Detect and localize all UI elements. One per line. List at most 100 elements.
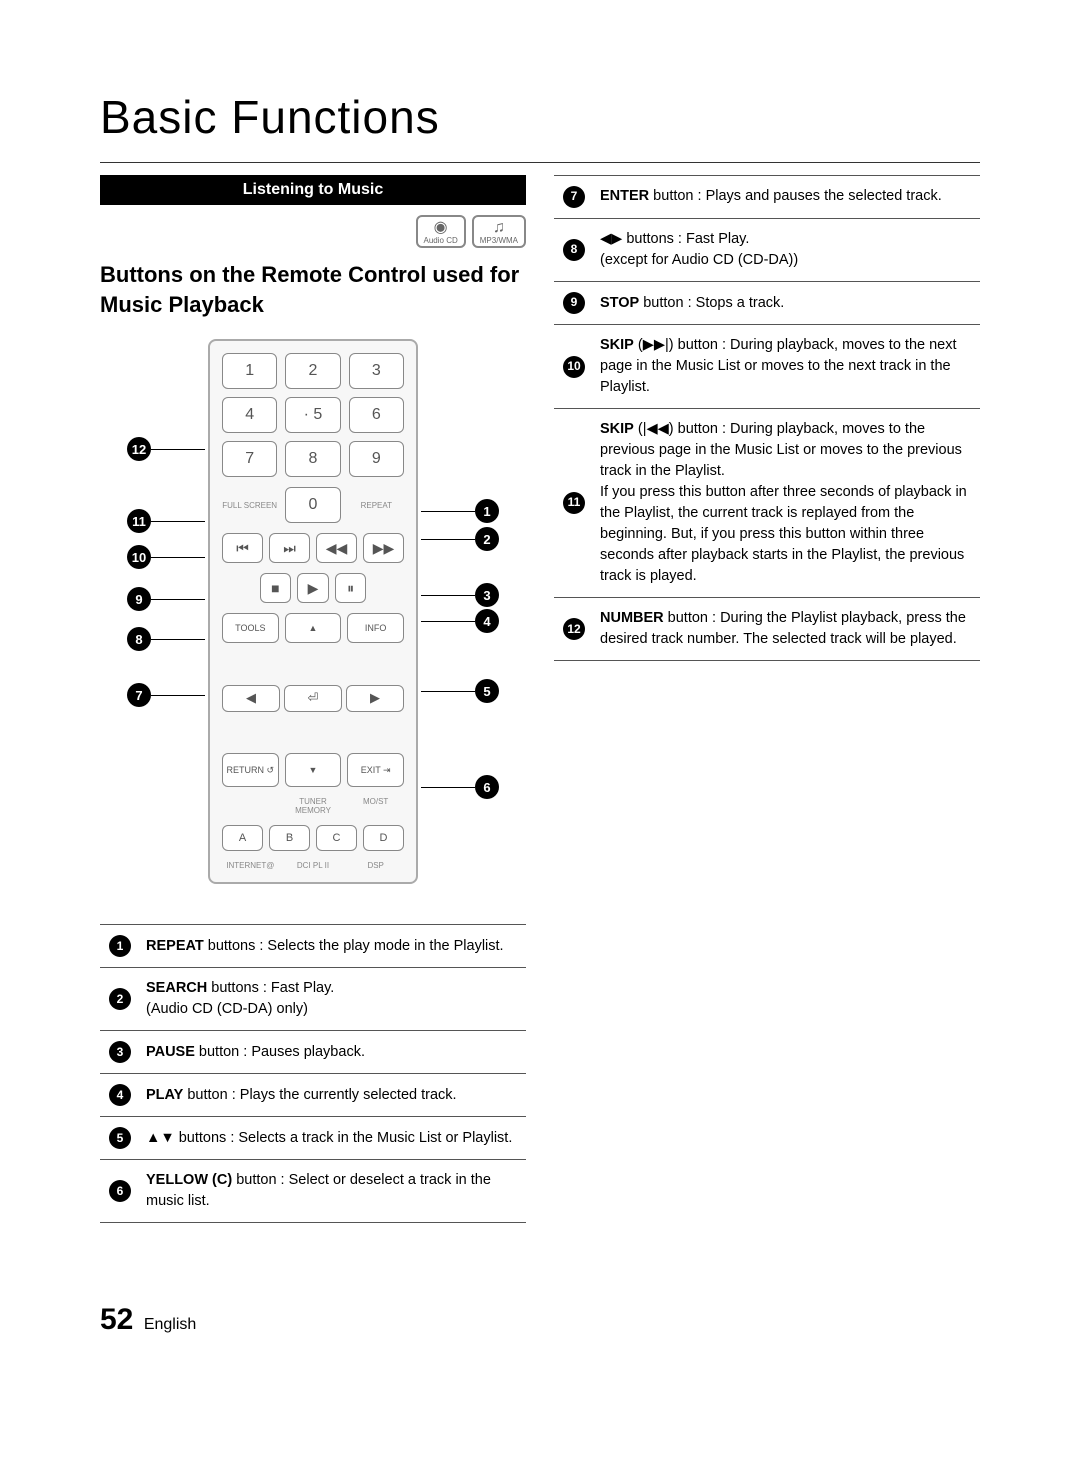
audio-cd-icon: ◉ Audio CD xyxy=(416,215,466,248)
play-button[interactable]: ■ xyxy=(260,573,292,603)
callout-1: 1 xyxy=(421,499,499,523)
repeat-label: REPEAT xyxy=(349,501,404,510)
row-number: 4 xyxy=(109,1084,131,1106)
table-row: 9 STOP button : Stops a track. xyxy=(554,282,980,325)
row-number: 1 xyxy=(109,935,131,957)
table-row: 10 SKIP (▶▶|) button : During playback, m… xyxy=(554,325,980,409)
return-button[interactable]: RETURN ↺ xyxy=(222,753,279,787)
callout-12: 12 xyxy=(127,437,205,461)
mp3-icon: ♫ MP3/WMA xyxy=(472,215,526,248)
color-button[interactable]: A xyxy=(222,825,263,851)
bottom-label: DSP xyxy=(347,861,404,870)
row-number: 12 xyxy=(563,618,585,640)
row-description: SKIP (▶▶|) button : During playback, mov… xyxy=(594,325,980,409)
table-row: 11 SKIP (|◀◀) button : During playback, m… xyxy=(554,409,980,598)
callout-9: 9 xyxy=(127,587,205,611)
row-number: 10 xyxy=(563,356,585,378)
exit-button[interactable]: EXIT ⇥ xyxy=(347,753,404,787)
numpad-button[interactable]: 1 xyxy=(222,353,277,389)
row-description: NUMBER button : During the Playlist play… xyxy=(594,598,980,661)
page-number: 52 xyxy=(100,1303,133,1337)
numpad-button[interactable]: 7 xyxy=(222,441,277,477)
numpad-button[interactable]: 6 xyxy=(349,397,404,433)
row-number: 9 xyxy=(563,292,585,314)
row-number: 8 xyxy=(563,239,585,261)
row-description: SEARCH buttons : Fast Play.(Audio CD (CD… xyxy=(140,968,526,1031)
transport-button[interactable]: ⏭ xyxy=(269,533,310,563)
numpad-button[interactable]: 8 xyxy=(285,441,340,477)
nav-left-button[interactable]: ◀ xyxy=(222,685,280,712)
table-row: 7 ENTER button : Plays and pauses the sel… xyxy=(554,176,980,219)
table-row: 2 SEARCH buttons : Fast Play.(Audio CD (C… xyxy=(100,968,526,1031)
remote-body: 1234· 56789 FULL SCREEN 0 REPEAT ⏮⏭◀◀▶▶ … xyxy=(208,339,418,884)
nav-right-button[interactable]: ▶ xyxy=(346,685,404,712)
row-number: 11 xyxy=(563,492,585,514)
enter-button[interactable]: ⏎ xyxy=(284,685,342,712)
numpad-button[interactable]: 3 xyxy=(349,353,404,389)
description-table-right: 7 ENTER button : Plays and pauses the sel… xyxy=(554,175,980,661)
divider xyxy=(100,162,980,163)
left-column: Listening to Music ◉ Audio CD ♫ MP3/WMA … xyxy=(100,175,526,1223)
row-description: ▲▼ buttons : Selects a track in the Musi… xyxy=(140,1117,526,1160)
callout-2: 2 xyxy=(421,527,499,551)
table-row: 6 YELLOW (C) button : Select or deselect … xyxy=(100,1160,526,1223)
tuner-label: TUNER MEMORY xyxy=(285,797,342,815)
row-number: 7 xyxy=(563,186,585,208)
numpad-button[interactable]: 4 xyxy=(222,397,277,433)
callout-10: 10 xyxy=(127,545,205,569)
transport-button[interactable]: ⏮ xyxy=(222,533,263,563)
row-description: ◀▶ buttons : Fast Play.(except for Audio… xyxy=(594,219,980,282)
row-number: 5 xyxy=(109,1127,131,1149)
row-number: 3 xyxy=(109,1041,131,1063)
fullscreen-label: FULL SCREEN xyxy=(222,501,277,510)
color-button[interactable]: D xyxy=(363,825,404,851)
row-number: 2 xyxy=(109,988,131,1010)
remote-diagram: 121110987 123456 1234· 56789 FULL SCREEN… xyxy=(133,339,493,884)
transport-button[interactable]: ▶▶ xyxy=(363,533,404,563)
callout-11: 11 xyxy=(127,509,205,533)
color-button[interactable]: B xyxy=(269,825,310,851)
play-button[interactable]: ⏸ xyxy=(335,573,367,603)
row-description: PLAY button : Plays the currently select… xyxy=(140,1074,526,1117)
table-row: 3 PAUSE button : Pauses playback. xyxy=(100,1031,526,1074)
play-button[interactable]: ▶ xyxy=(297,573,329,603)
row-description: ENTER button : Plays and pauses the sele… xyxy=(594,176,980,219)
transport-row: ⏮⏭◀◀▶▶ xyxy=(222,533,404,563)
row-description: REPEAT buttons : Selects the play mode i… xyxy=(140,925,526,968)
table-row: 4 PLAY button : Plays the currently selec… xyxy=(100,1074,526,1117)
moset-label: MO/ST xyxy=(347,797,404,815)
row-description: YELLOW (C) button : Select or deselect a… xyxy=(140,1160,526,1223)
numpad: 123 4· 56 789 xyxy=(222,353,404,477)
table-row: 12 NUMBER button : During the Playlist pl… xyxy=(554,598,980,661)
callout-7: 7 xyxy=(127,683,205,707)
info-button[interactable]: INFO xyxy=(347,613,404,643)
row-description: PAUSE button : Pauses playback. xyxy=(140,1031,526,1074)
numpad-button[interactable]: 2 xyxy=(285,353,340,389)
row-description: STOP button : Stops a track. xyxy=(594,282,980,325)
numpad-button[interactable]: 9 xyxy=(349,441,404,477)
callout-4: 4 xyxy=(421,609,499,633)
description-table-left: 1 REPEAT buttons : Selects the play mode … xyxy=(100,924,526,1223)
transport-button[interactable]: ◀◀ xyxy=(316,533,357,563)
callout-6: 6 xyxy=(421,775,499,799)
color-button[interactable]: C xyxy=(316,825,357,851)
table-row: 1 REPEAT buttons : Selects the play mode … xyxy=(100,925,526,968)
tools-button[interactable]: TOOLS xyxy=(222,613,279,643)
callout-5: 5 xyxy=(421,679,499,703)
nav-down-button[interactable]: ▼ xyxy=(285,753,342,787)
subhead: Buttons on the Remote Control used for M… xyxy=(100,260,526,319)
page-footer: 52 English xyxy=(100,1303,980,1337)
row-number: 6 xyxy=(109,1180,131,1202)
format-icons: ◉ Audio CD ♫ MP3/WMA xyxy=(100,215,526,248)
right-column: 7 ENTER button : Plays and pauses the sel… xyxy=(554,175,980,1223)
bottom-label: INTERNET@ xyxy=(222,861,279,870)
nav-up-button[interactable]: ▲ xyxy=(285,613,342,643)
page-title: Basic Functions xyxy=(100,90,980,144)
table-row: 8 ◀▶ buttons : Fast Play.(except for Audi… xyxy=(554,219,980,282)
bottom-label: DCI PL II xyxy=(285,861,342,870)
row-description: SKIP (|◀◀) button : During playback, mov… xyxy=(594,409,980,598)
numpad-button[interactable]: · 5 xyxy=(285,397,340,433)
section-header: Listening to Music xyxy=(100,175,526,205)
zero-button[interactable]: 0 xyxy=(285,487,340,523)
play-row: ■▶⏸ xyxy=(222,573,404,603)
